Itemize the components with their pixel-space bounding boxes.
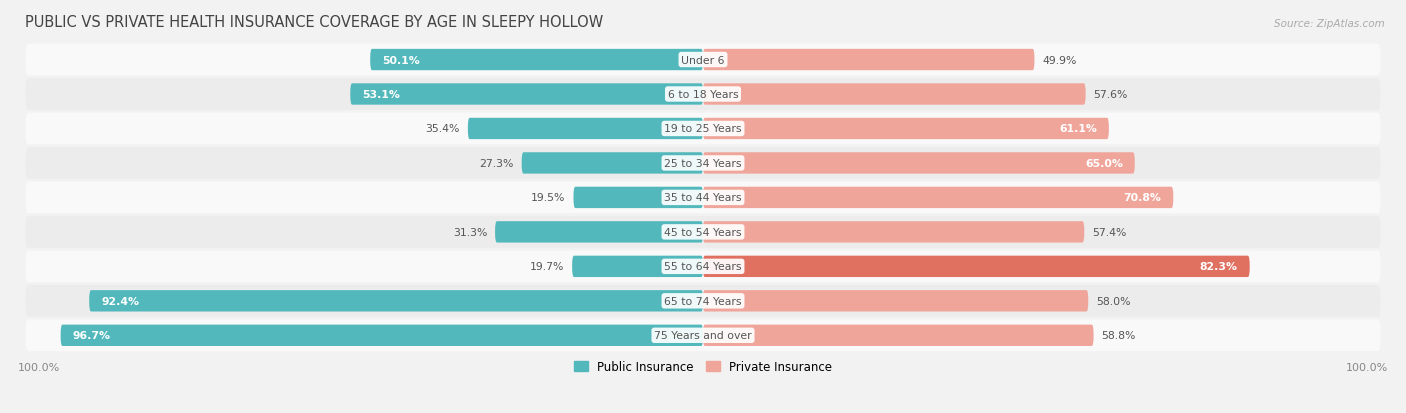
FancyBboxPatch shape	[703, 119, 1109, 140]
FancyBboxPatch shape	[25, 45, 1381, 76]
FancyBboxPatch shape	[703, 153, 1135, 174]
Text: 31.3%: 31.3%	[453, 227, 486, 237]
Text: PUBLIC VS PRIVATE HEALTH INSURANCE COVERAGE BY AGE IN SLEEPY HOLLOW: PUBLIC VS PRIVATE HEALTH INSURANCE COVER…	[25, 15, 603, 30]
Text: 75 Years and over: 75 Years and over	[654, 330, 752, 340]
FancyBboxPatch shape	[60, 325, 703, 346]
FancyBboxPatch shape	[25, 148, 1381, 179]
Text: 92.4%: 92.4%	[101, 296, 139, 306]
FancyBboxPatch shape	[574, 187, 703, 209]
FancyBboxPatch shape	[350, 84, 703, 105]
Text: Source: ZipAtlas.com: Source: ZipAtlas.com	[1274, 19, 1385, 28]
Text: 82.3%: 82.3%	[1199, 262, 1237, 272]
Text: 19 to 25 Years: 19 to 25 Years	[664, 124, 742, 134]
Text: 49.9%: 49.9%	[1042, 55, 1077, 65]
Text: 19.5%: 19.5%	[531, 193, 565, 203]
FancyBboxPatch shape	[89, 290, 703, 312]
Text: 35.4%: 35.4%	[426, 124, 460, 134]
Text: 27.3%: 27.3%	[479, 159, 513, 169]
Text: 58.0%: 58.0%	[1097, 296, 1130, 306]
Text: 45 to 54 Years: 45 to 54 Years	[664, 227, 742, 237]
Text: 6 to 18 Years: 6 to 18 Years	[668, 90, 738, 100]
Text: 35 to 44 Years: 35 to 44 Years	[664, 193, 742, 203]
FancyBboxPatch shape	[468, 119, 703, 140]
Legend: Public Insurance, Private Insurance: Public Insurance, Private Insurance	[569, 355, 837, 377]
FancyBboxPatch shape	[25, 182, 1381, 214]
Text: 50.1%: 50.1%	[382, 55, 420, 65]
Text: 19.7%: 19.7%	[530, 262, 564, 272]
Text: 65.0%: 65.0%	[1085, 159, 1123, 169]
Text: 70.8%: 70.8%	[1123, 193, 1161, 203]
FancyBboxPatch shape	[25, 285, 1381, 317]
FancyBboxPatch shape	[522, 153, 703, 174]
FancyBboxPatch shape	[703, 84, 1085, 105]
Text: 96.7%: 96.7%	[73, 330, 111, 340]
FancyBboxPatch shape	[495, 222, 703, 243]
FancyBboxPatch shape	[25, 251, 1381, 282]
Text: 58.8%: 58.8%	[1101, 330, 1136, 340]
FancyBboxPatch shape	[703, 256, 1250, 278]
FancyBboxPatch shape	[703, 290, 1088, 312]
Text: 55 to 64 Years: 55 to 64 Years	[664, 262, 742, 272]
FancyBboxPatch shape	[703, 50, 1035, 71]
FancyBboxPatch shape	[703, 222, 1084, 243]
Text: Under 6: Under 6	[682, 55, 724, 65]
Text: 61.1%: 61.1%	[1059, 124, 1097, 134]
FancyBboxPatch shape	[703, 325, 1094, 346]
FancyBboxPatch shape	[25, 113, 1381, 145]
FancyBboxPatch shape	[25, 79, 1381, 111]
FancyBboxPatch shape	[25, 320, 1381, 351]
FancyBboxPatch shape	[703, 187, 1173, 209]
FancyBboxPatch shape	[572, 256, 703, 278]
FancyBboxPatch shape	[370, 50, 703, 71]
Text: 25 to 34 Years: 25 to 34 Years	[664, 159, 742, 169]
Text: 65 to 74 Years: 65 to 74 Years	[664, 296, 742, 306]
Text: 57.6%: 57.6%	[1094, 90, 1128, 100]
Text: 57.4%: 57.4%	[1092, 227, 1126, 237]
Text: 53.1%: 53.1%	[363, 90, 401, 100]
FancyBboxPatch shape	[25, 216, 1381, 248]
